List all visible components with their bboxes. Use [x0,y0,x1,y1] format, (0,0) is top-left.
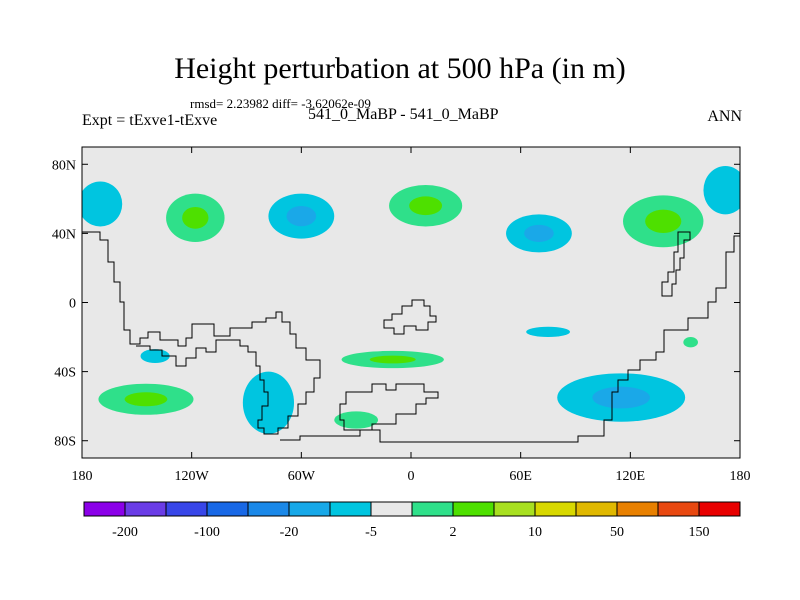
colorbar-label: -5 [365,525,377,540]
lat-tick-label: 40S [54,366,76,381]
colorbar-swatch [206,501,249,517]
experiment-label: Expt = tExve1-tExve [82,112,218,129]
colorbar-label: 2 [450,525,457,540]
colorbar-swatch [165,501,208,517]
lon-tick-label: 60E [509,469,532,484]
colorbar-swatch [83,501,126,517]
latitude-axis: 80N 40N 0 40S 80S [52,158,740,450]
colorbar-swatch [616,501,659,517]
lat-tick-label: 80S [54,435,76,450]
coastline-antarctica [280,235,740,443]
lon-tick-label: 0 [408,469,415,484]
colorbar-swatch [124,501,167,517]
anomaly-aus-pos [683,337,698,348]
colorbar-label: -200 [112,525,138,540]
lat-tick-label: 40N [52,227,76,242]
colorbar-swatch [452,501,495,517]
lon-tick-label: 120W [175,469,210,484]
colorbar-swatch [411,501,454,517]
colorbar-swatch [534,501,577,517]
anomaly-core-n-america-pos [182,206,209,229]
season-label: ANN [707,108,742,125]
colorbar-swatch [575,501,618,517]
anomaly-core-n-atlantic-west-neg [286,206,317,227]
colorbar-swatch [329,501,372,517]
colorbar-swatch [370,501,413,517]
anomaly-s-atlantic-pos-2 [334,411,379,429]
case-label: 541_0_MaBP - 541_0_MaBP [308,106,499,123]
anomaly-core-eurasia-neg [524,224,554,242]
stats-line: rmsd= 2.23982 diff= -3.62062e-09 [190,96,371,111]
plot-title: Height perturbation at 500 hPa (in m) [174,52,626,85]
colorbar-swatch [288,501,331,517]
anomaly-indian-ocean-neg [526,326,571,338]
anomaly-core-n-atlantic-pos [409,196,443,216]
colorbar-swatch [493,501,536,517]
lat-tick-label: 80N [52,158,76,173]
colorbar-swatch [657,501,700,517]
colorbar: -200 -100 -20 -5 2 10 50 150 [83,501,741,540]
lon-tick-label: 180 [72,469,93,484]
coastline-layer [82,231,740,443]
coastline-americas [82,231,321,435]
colorbar-label: -100 [194,525,220,540]
colorbar-label: -20 [280,525,299,540]
lon-tick-label: 120E [616,469,646,484]
anomaly-core-e-asia-pos [645,209,682,233]
colorbar-swatch [247,501,290,517]
coastline-africa [383,299,437,335]
lat-tick-label: 0 [69,297,76,312]
longitude-axis: 180 120W 60W 0 60E 120E 180 [72,147,751,484]
anomaly-n-pacific-east-neg [82,181,123,227]
anomaly-core-s-indian-neg [592,386,650,409]
coastline-east-asia [661,231,691,297]
anomaly-n-pacific-west-neg [703,166,740,215]
anomaly-core-s-pacific-pos [124,392,168,407]
colorbar-label: 10 [528,525,542,540]
lon-tick-label: 60W [288,469,316,484]
lon-tick-label: 180 [730,469,751,484]
colorbar-swatch [698,501,741,517]
colorbar-label: 150 [689,525,710,540]
colorbar-label: 50 [610,525,624,540]
anomaly-core-s-atlantic-pos [369,355,416,364]
